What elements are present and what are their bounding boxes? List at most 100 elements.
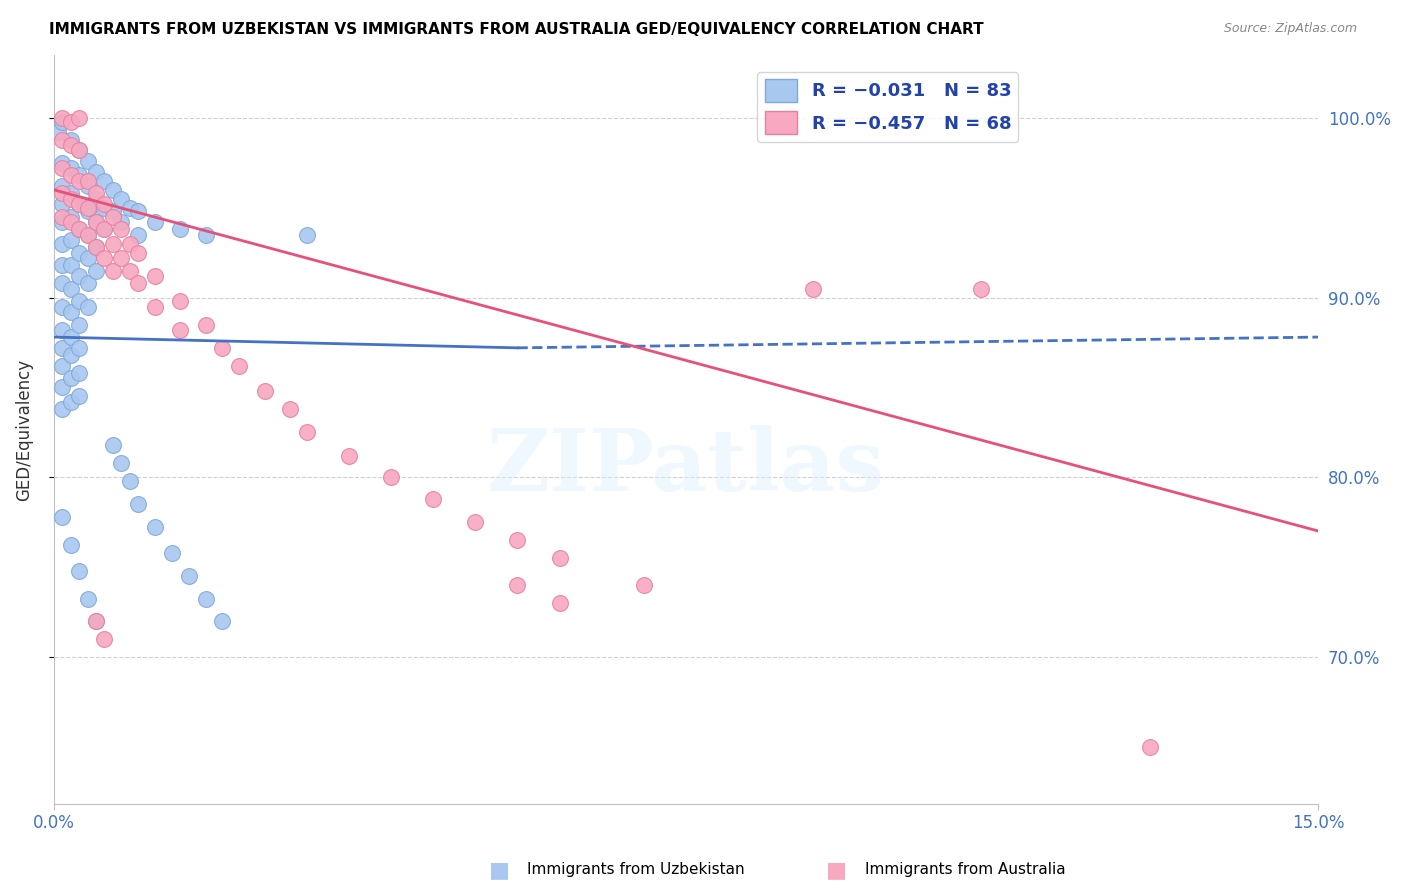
Point (59, 258, 82, 272)
Point (380, 470, 402, 484)
Point (143, 268, 166, 283)
Point (51, 111, 73, 125)
Point (67, 366, 90, 380)
Point (76, 227, 98, 242)
Point (101, 183, 124, 197)
Point (76, 204, 98, 219)
Point (211, 341, 233, 355)
Point (67, 111, 90, 125)
Point (127, 204, 149, 219)
Point (127, 245, 149, 260)
Point (67, 564, 90, 578)
Point (143, 300, 166, 314)
Point (59, 330, 82, 344)
Point (93, 222, 115, 236)
Point (93, 174, 115, 188)
Point (51, 509, 73, 524)
Point (51, 210, 73, 224)
Point (93, 201, 115, 215)
Point (506, 578, 529, 592)
Point (51, 132, 73, 146)
Point (59, 371, 82, 385)
Point (76, 276, 98, 290)
Point (506, 533, 529, 547)
Text: ■: ■ (489, 860, 509, 880)
Point (46, 125, 69, 139)
Point (295, 425, 318, 440)
Point (76, 174, 98, 188)
Point (101, 438, 124, 452)
Point (51, 258, 73, 272)
Point (59, 305, 82, 319)
Point (93, 197, 115, 211)
Point (51, 161, 73, 176)
Point (51, 359, 73, 373)
Point (84, 186, 107, 201)
Point (67, 169, 90, 183)
Point (93, 222, 115, 236)
Point (633, 578, 655, 592)
Point (51, 114, 73, 128)
Text: Immigrants from Uzbekistan: Immigrants from Uzbekistan (527, 863, 745, 877)
Point (84, 215, 107, 229)
Point (253, 384, 276, 398)
Point (76, 227, 98, 242)
Point (51, 186, 73, 201)
Point (59, 114, 82, 128)
Text: ZIPatlas: ZIPatlas (486, 425, 884, 509)
Text: Source: ZipAtlas.com: Source: ZipAtlas.com (1223, 22, 1357, 36)
Point (295, 227, 318, 242)
Point (194, 318, 217, 332)
Point (801, 282, 824, 296)
Point (101, 204, 124, 219)
Point (143, 520, 166, 534)
Point (51, 300, 73, 314)
Point (177, 569, 200, 583)
Point (93, 251, 115, 265)
Point (59, 137, 82, 152)
Point (1139, 739, 1161, 754)
Point (51, 156, 73, 170)
Point (84, 263, 107, 277)
Point (337, 449, 360, 463)
Text: Immigrants from Australia: Immigrants from Australia (865, 863, 1066, 877)
Point (76, 251, 98, 265)
Point (118, 474, 141, 488)
Point (970, 282, 993, 296)
Point (110, 192, 132, 206)
Point (67, 144, 90, 158)
Point (127, 276, 149, 290)
Point (51, 380, 73, 394)
Point (278, 401, 301, 416)
Point (76, 592, 98, 607)
Point (101, 236, 124, 251)
Point (127, 227, 149, 242)
Legend: R = −0.031   N = 83, R = −0.457   N = 68: R = −0.031 N = 83, R = −0.457 N = 68 (758, 71, 1018, 142)
Point (101, 210, 124, 224)
Point (51, 276, 73, 290)
Point (93, 632, 115, 646)
Point (110, 222, 132, 236)
Point (228, 359, 250, 373)
Point (59, 161, 82, 176)
Point (101, 263, 124, 277)
Point (548, 551, 571, 566)
Point (211, 614, 233, 628)
Point (59, 132, 82, 146)
Point (76, 300, 98, 314)
Point (59, 169, 82, 183)
Point (84, 614, 107, 628)
Point (464, 515, 486, 529)
Point (84, 215, 107, 229)
Text: ■: ■ (827, 860, 846, 880)
Point (67, 318, 90, 332)
Point (110, 456, 132, 470)
Point (127, 497, 149, 511)
Point (84, 192, 107, 206)
Point (194, 592, 217, 607)
Point (169, 222, 191, 236)
Point (67, 245, 90, 260)
Point (67, 197, 90, 211)
Point (59, 210, 82, 224)
Point (51, 401, 73, 416)
